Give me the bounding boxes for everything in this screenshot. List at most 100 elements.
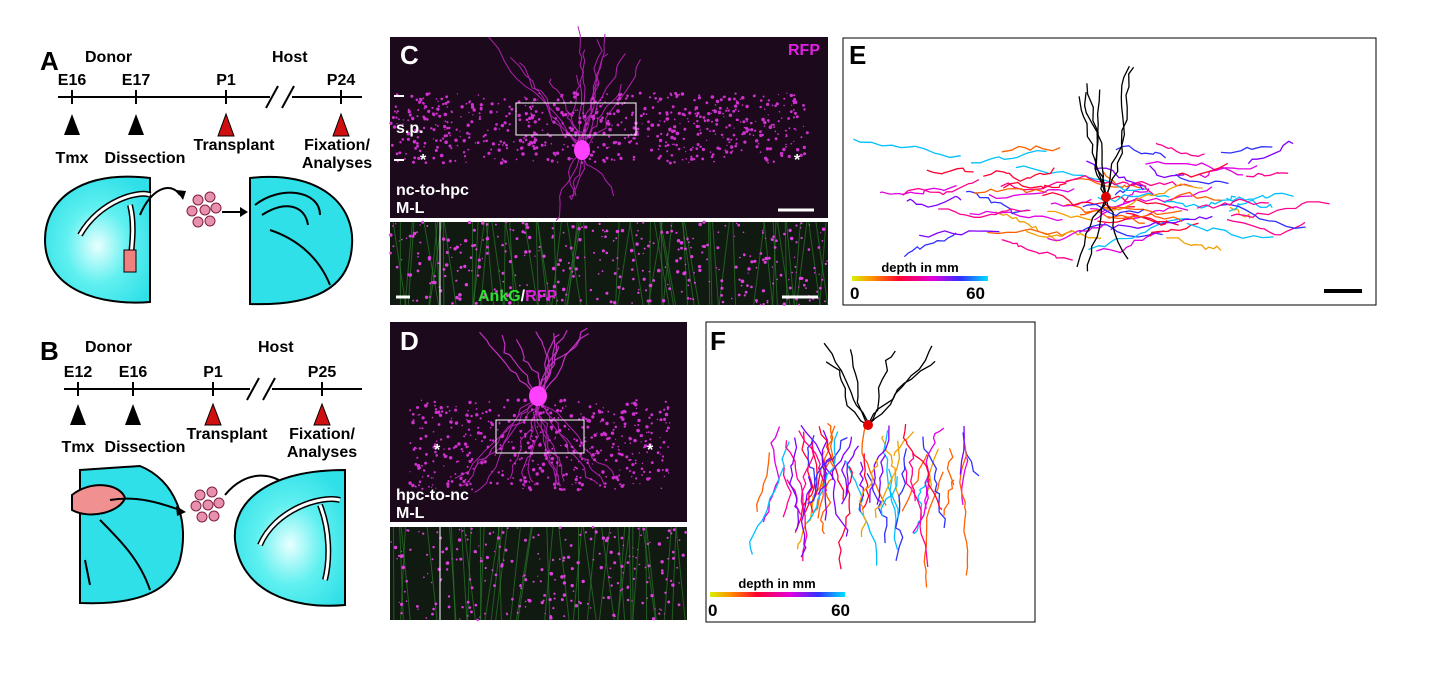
bouton bbox=[548, 598, 552, 602]
bouton bbox=[799, 153, 803, 157]
bouton bbox=[639, 434, 643, 438]
bouton bbox=[785, 146, 787, 148]
bouton bbox=[446, 568, 449, 571]
bouton bbox=[416, 136, 419, 139]
bouton bbox=[667, 529, 671, 533]
bouton bbox=[635, 234, 638, 237]
bouton bbox=[542, 254, 546, 258]
bouton bbox=[546, 450, 550, 454]
bouton bbox=[509, 294, 511, 296]
bouton bbox=[474, 301, 478, 305]
bouton bbox=[592, 114, 595, 118]
bouton bbox=[524, 432, 527, 436]
bouton bbox=[583, 129, 586, 132]
axon-branch bbox=[1079, 206, 1183, 216]
bouton bbox=[556, 299, 559, 302]
bouton bbox=[667, 283, 669, 286]
neuron-tracing bbox=[749, 342, 980, 588]
bouton bbox=[759, 252, 763, 255]
bouton bbox=[574, 267, 578, 271]
panel-c: C RFP s.p. * * nc-to-hpc M-L AnkG/RFP bbox=[388, 26, 829, 306]
dendrite bbox=[515, 339, 541, 397]
bouton bbox=[654, 92, 657, 94]
bouton bbox=[640, 441, 642, 443]
dendrite bbox=[867, 350, 896, 426]
bouton bbox=[659, 120, 661, 122]
bouton bbox=[468, 400, 472, 405]
bouton bbox=[449, 456, 453, 460]
bouton bbox=[478, 115, 481, 118]
bouton bbox=[529, 444, 533, 449]
bouton bbox=[632, 401, 637, 406]
bouton bbox=[532, 580, 535, 583]
bouton bbox=[688, 111, 692, 115]
bouton bbox=[512, 229, 515, 232]
bouton bbox=[759, 130, 762, 133]
bouton bbox=[521, 152, 525, 156]
donor-label: Donor bbox=[85, 339, 132, 356]
bouton bbox=[446, 405, 449, 408]
bouton bbox=[672, 528, 676, 532]
bouton bbox=[630, 113, 634, 117]
bouton bbox=[565, 456, 568, 459]
bouton bbox=[793, 140, 795, 142]
bouton bbox=[572, 449, 576, 453]
bouton bbox=[450, 110, 453, 113]
bouton bbox=[750, 128, 754, 132]
bouton bbox=[602, 596, 605, 599]
bouton bbox=[505, 143, 508, 147]
dendrite bbox=[537, 327, 588, 397]
axon-branch bbox=[841, 445, 860, 505]
event: Dissection bbox=[105, 439, 186, 456]
bouton bbox=[561, 287, 566, 292]
bouton bbox=[646, 299, 650, 303]
bouton bbox=[745, 104, 749, 109]
axon-branch bbox=[1155, 142, 1205, 157]
bouton bbox=[619, 469, 621, 471]
asterisk: * bbox=[647, 442, 654, 459]
bouton bbox=[596, 117, 599, 119]
bouton bbox=[510, 559, 514, 563]
bouton bbox=[465, 445, 468, 449]
bouton bbox=[442, 102, 445, 106]
bouton bbox=[778, 111, 781, 113]
bouton bbox=[445, 561, 450, 565]
bouton bbox=[554, 117, 557, 120]
bouton bbox=[434, 404, 436, 407]
bouton bbox=[656, 451, 660, 455]
bouton bbox=[563, 143, 565, 146]
bouton bbox=[645, 113, 648, 115]
bouton bbox=[424, 461, 428, 465]
bouton bbox=[616, 98, 619, 101]
bouton bbox=[605, 291, 609, 295]
bouton bbox=[405, 579, 409, 583]
fiber bbox=[535, 221, 539, 306]
bouton bbox=[499, 140, 502, 143]
bouton bbox=[454, 408, 458, 412]
bouton bbox=[462, 151, 466, 154]
bouton bbox=[620, 121, 623, 124]
bouton bbox=[694, 108, 696, 111]
bouton bbox=[483, 460, 487, 464]
bouton bbox=[667, 600, 671, 604]
axon-branch bbox=[938, 208, 1031, 218]
bouton bbox=[407, 273, 410, 276]
bouton bbox=[421, 101, 424, 104]
bouton bbox=[717, 231, 720, 234]
bouton bbox=[475, 408, 478, 410]
bouton bbox=[702, 116, 706, 119]
bouton bbox=[658, 612, 661, 615]
bouton bbox=[617, 448, 620, 451]
bouton bbox=[546, 408, 549, 411]
colorbar-title: depth in mm bbox=[881, 260, 958, 275]
fiber bbox=[400, 526, 411, 621]
bouton bbox=[417, 156, 421, 160]
bouton bbox=[416, 144, 419, 148]
bouton bbox=[492, 531, 495, 533]
bouton bbox=[455, 245, 459, 249]
bouton bbox=[393, 545, 398, 550]
bouton bbox=[459, 476, 463, 480]
bouton bbox=[590, 436, 593, 439]
marker-label: RFP bbox=[788, 42, 820, 59]
axon-branch bbox=[807, 437, 848, 505]
